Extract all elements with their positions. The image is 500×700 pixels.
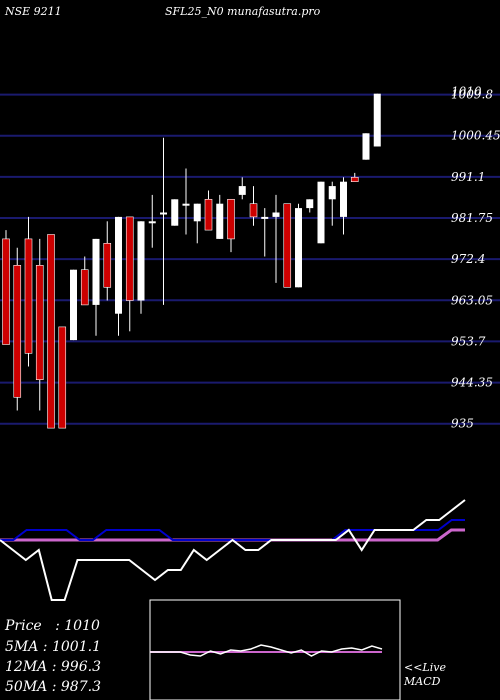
candle-body bbox=[70, 269, 77, 341]
candle-body bbox=[249, 203, 258, 218]
candle-body bbox=[306, 199, 314, 209]
candle-body bbox=[227, 198, 235, 240]
candle-body bbox=[80, 269, 89, 306]
y-tick-label: 935 bbox=[451, 417, 474, 431]
macd-label: MACD bbox=[404, 675, 441, 688]
candle-body bbox=[350, 176, 359, 182]
candle-body bbox=[125, 216, 134, 301]
candle-body bbox=[160, 212, 167, 215]
candle-body bbox=[328, 186, 336, 200]
candle-body bbox=[92, 238, 100, 305]
last-price-label: 1010 bbox=[451, 85, 482, 99]
candle-body bbox=[35, 265, 44, 381]
candle-body bbox=[2, 238, 10, 345]
candle-body bbox=[47, 234, 55, 429]
candle-body bbox=[295, 208, 302, 288]
stat-5ma: 5MA : 1001.1 bbox=[5, 639, 101, 655]
stat-12ma: 12MA : 996.3 bbox=[5, 659, 101, 675]
y-tick-label: 1009.8 bbox=[451, 88, 493, 102]
symbol-label: SFL25_N0 munafasutra.pro bbox=[165, 5, 321, 18]
candle-body bbox=[362, 133, 370, 160]
candle-body bbox=[58, 326, 67, 429]
y-tick-label: 953.7 bbox=[451, 334, 486, 348]
exchange-label: NSE 9211 bbox=[5, 5, 62, 18]
candle-body bbox=[216, 203, 224, 239]
y-tick-label: 944.35 bbox=[451, 376, 493, 390]
macd-live-label: <<Live bbox=[404, 661, 446, 674]
indicator-main-line bbox=[0, 499, 466, 601]
candle-body bbox=[137, 221, 145, 301]
candle-body bbox=[24, 238, 33, 354]
candle-body bbox=[272, 212, 280, 217]
candle-body bbox=[193, 203, 201, 222]
candle-body bbox=[103, 243, 112, 288]
y-tick-label: 991.1 bbox=[451, 170, 485, 184]
candle-body bbox=[182, 203, 190, 206]
y-tick-label: 1000.45 bbox=[451, 129, 500, 143]
macd-line bbox=[150, 644, 383, 657]
y-tick-label: 972.4 bbox=[451, 252, 485, 266]
candle-body bbox=[148, 221, 156, 224]
y-tick-label: 963.05 bbox=[451, 293, 493, 307]
candle-body bbox=[373, 93, 381, 147]
candle-body bbox=[171, 199, 179, 226]
candle-body bbox=[13, 265, 22, 398]
stat-price: Price : 1010 bbox=[5, 618, 100, 634]
candle-body bbox=[340, 181, 347, 217]
stat-50ma: 50MA : 987.3 bbox=[5, 679, 101, 695]
candle-body bbox=[317, 181, 325, 244]
candle-body bbox=[261, 216, 269, 219]
candle-body bbox=[204, 198, 213, 231]
candle-body bbox=[115, 216, 122, 314]
y-tick-label: 981.75 bbox=[451, 211, 493, 225]
candle-body bbox=[238, 186, 246, 195]
candle-body bbox=[283, 203, 292, 288]
